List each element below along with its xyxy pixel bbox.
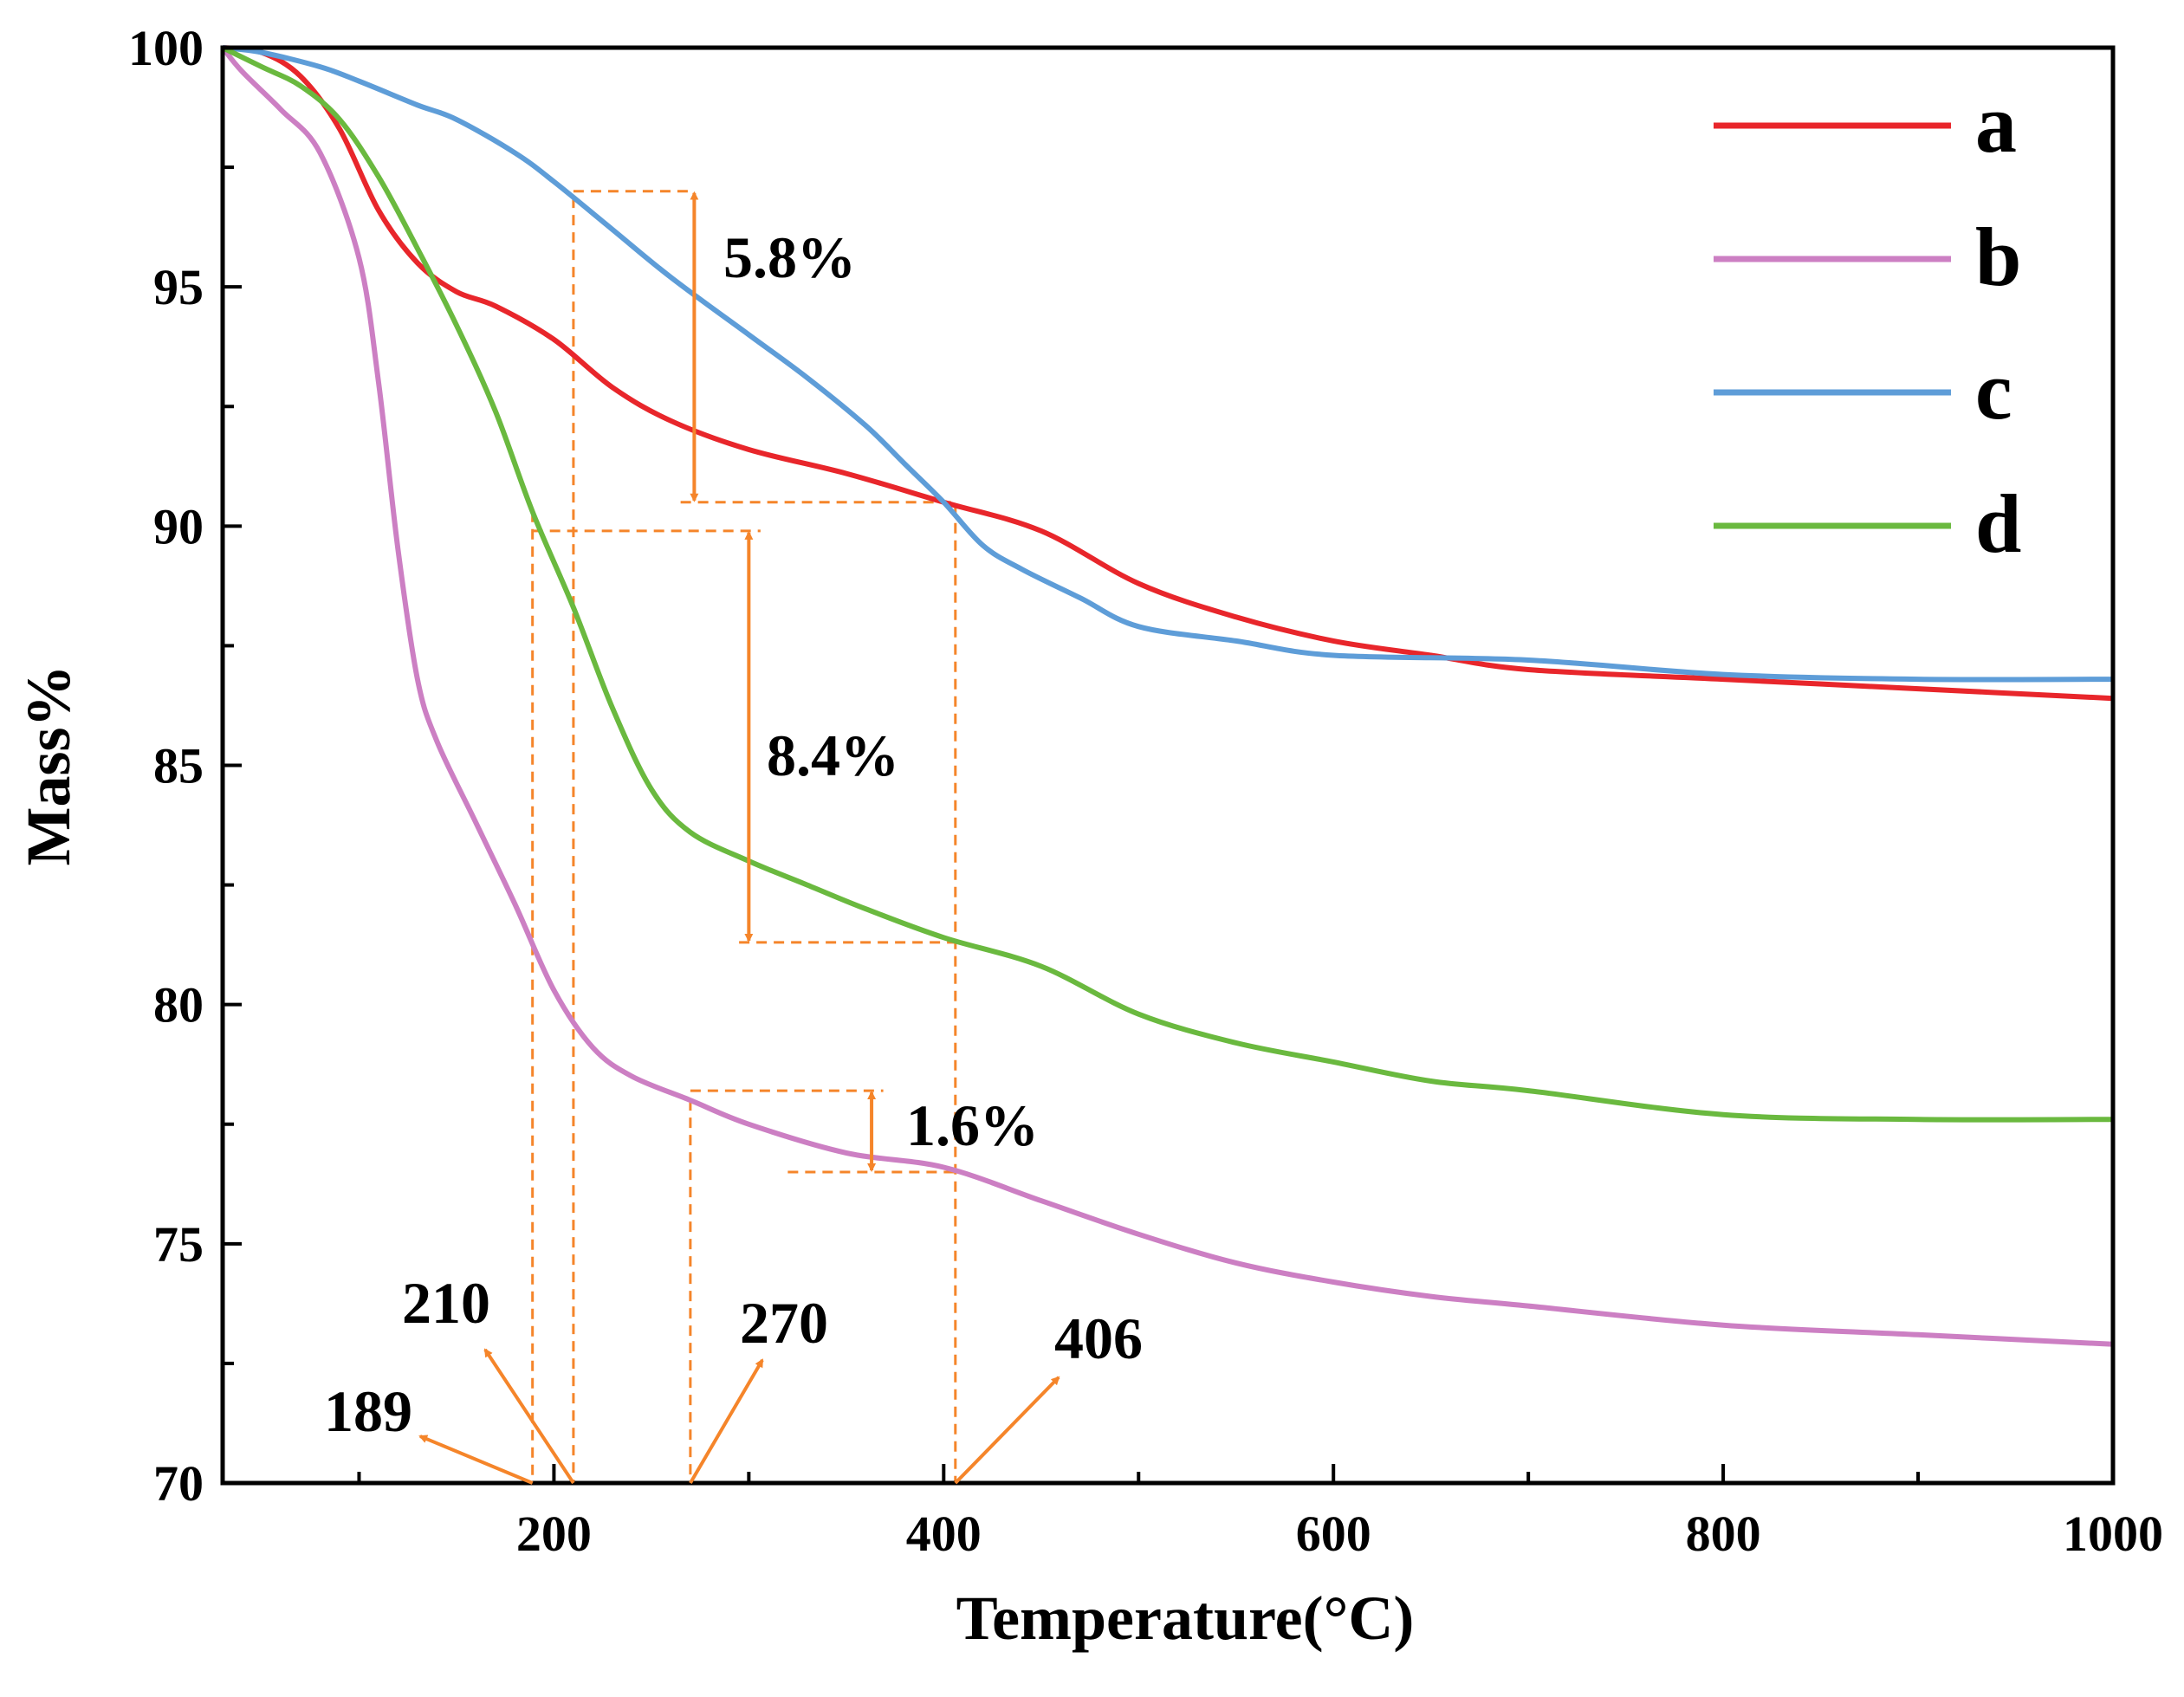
y-tick-label: 90 — [153, 498, 204, 554]
temp-callout-label: 406 — [1054, 1305, 1143, 1371]
x-tick-label: 1000 — [2063, 1506, 2163, 1562]
y-tick-label: 100 — [128, 20, 204, 76]
series-line-c — [222, 45, 2114, 683]
temp-callout-arrow — [954, 1376, 1060, 1485]
series-lines — [220, 45, 2114, 1347]
legend-label-c: c — [1975, 344, 2012, 437]
legend-label-d: d — [1975, 477, 2021, 570]
percent-label: 5.8% — [723, 224, 856, 290]
x-tick-label: 200 — [516, 1506, 592, 1562]
temp-callout-arrow — [483, 1348, 575, 1485]
y-tick-label: 85 — [153, 738, 204, 794]
axes: 200 400 600 800 1000 70 75 80 85 90 95 100 Temperatu… — [14, 20, 2163, 1653]
percent-label: 8.4% — [767, 722, 899, 788]
percent-label: 1.6% — [906, 1092, 1039, 1158]
y-tick-label: 75 — [153, 1216, 204, 1273]
legend-label-b: b — [1975, 211, 2021, 303]
annotation-guides — [531, 190, 957, 1483]
y-tick-label: 70 — [153, 1455, 204, 1512]
x-axis-title: Temperature(°C) — [956, 1584, 1415, 1653]
series-line-a — [222, 45, 2114, 702]
y-tick-label: 95 — [153, 259, 204, 315]
x-tick-label: 600 — [1296, 1506, 1371, 1562]
plot-frame — [220, 45, 2116, 1486]
series-line-d — [221, 45, 2114, 1123]
series-line-b — [220, 46, 2114, 1347]
y-tick-label: 80 — [153, 977, 204, 1033]
x-tick-label: 400 — [906, 1506, 982, 1562]
y-axis-title: Mass% — [14, 665, 83, 866]
temp-callout-label: 270 — [740, 1290, 828, 1356]
legend-label-a: a — [1975, 77, 2017, 170]
temp-callout-label: 189 — [324, 1378, 412, 1444]
x-tick-label: 800 — [1686, 1506, 1761, 1562]
annotations: 5.8% 8.4% 1.6% 189 210 270 406 — [324, 191, 1143, 1485]
temp-callout-arrow — [418, 1435, 534, 1485]
temp-callout-arrow — [689, 1358, 764, 1485]
temp-callout-label: 210 — [402, 1270, 490, 1336]
